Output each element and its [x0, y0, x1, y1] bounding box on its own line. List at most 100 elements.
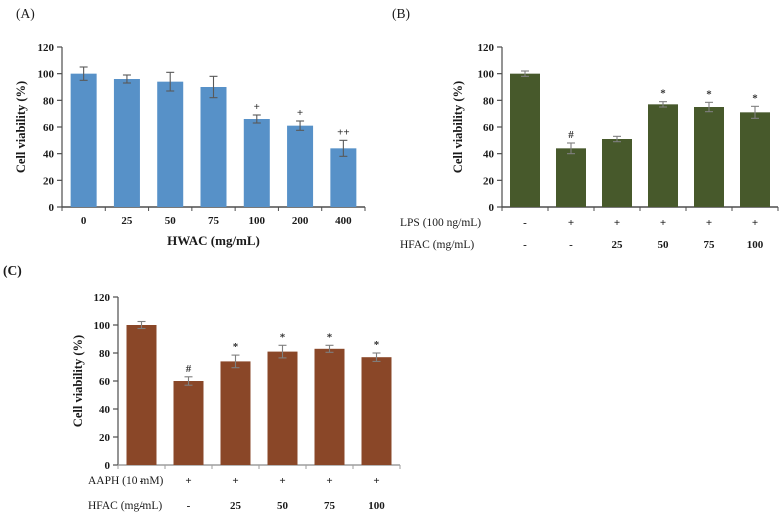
x-category-label: 0 [81, 215, 87, 227]
bar [126, 325, 157, 465]
bar [70, 73, 97, 208]
bar [220, 361, 251, 465]
x-category-label: 400 [335, 215, 352, 227]
panel-B: (B) 0 20 40 60 80 100 120 # * * * LPS (100 ng/mL) - +… [390, 0, 782, 260]
x-category-label: 100 [249, 215, 266, 227]
treatment-row-value: + [706, 217, 712, 229]
treatment-row-value: + [326, 475, 332, 487]
treatment-row-value: + [660, 217, 666, 229]
significance-mark: * [706, 88, 712, 100]
panel-label-C: (C) [3, 263, 22, 278]
bar [602, 139, 632, 207]
treatment-row-value: 25 [230, 500, 242, 512]
treatment-row-label: AAPH (10 mM) [88, 475, 164, 487]
y-tick-label: 120 [38, 42, 55, 54]
y-tick-label: 60 [43, 122, 55, 134]
bar [267, 351, 298, 465]
treatment-row-value: + [614, 217, 620, 229]
significance-mark: # [568, 129, 574, 141]
x-category-label: 200 [292, 215, 309, 227]
treatment-row-value: + [232, 475, 238, 487]
treatment-row-value: 25 [612, 239, 624, 251]
panel-C: (C) 0 20 40 60 80 100 120 # * * * * AAPH (10 mM) - + + +… [0, 260, 410, 519]
significance-mark: * [327, 331, 333, 343]
bar [556, 148, 586, 207]
y-tick-label: 40 [99, 404, 111, 416]
y-tick-label: 120 [478, 42, 495, 54]
treatment-row-value: 75 [704, 239, 716, 251]
treatment-row-label: HFAC (mg/mL) [88, 500, 162, 512]
significance-mark: * [280, 331, 286, 343]
bar [648, 104, 678, 207]
y-tick-label: 0 [489, 202, 495, 214]
treatment-row-value: - [140, 475, 144, 487]
y-tick-label: 80 [99, 348, 111, 360]
y-tick-label: 80 [483, 95, 495, 107]
y-tick-label: 0 [49, 202, 55, 214]
bar [510, 73, 540, 208]
bar [173, 381, 204, 465]
y-tick-label: 20 [483, 175, 495, 187]
significance-mark: + [254, 101, 260, 113]
y-axis-title: Cell viability (%) [71, 335, 85, 427]
treatment-row-value: + [185, 475, 191, 487]
x-category-label: 25 [121, 215, 133, 227]
treatment-row-value: - [523, 217, 527, 229]
y-tick-label: 20 [43, 175, 55, 187]
y-tick-label: 100 [38, 69, 55, 81]
x-axis-title: HWAC (mg/mL) [167, 233, 260, 248]
treatment-row-value: 100 [368, 500, 385, 512]
bar [113, 79, 140, 207]
treatment-row-value: + [752, 217, 758, 229]
y-tick-label: 100 [94, 320, 111, 332]
x-category-label: 50 [165, 215, 177, 227]
treatment-row-label: LPS (100 ng/mL) [400, 217, 481, 229]
treatment-row-value: - [569, 239, 573, 251]
y-tick-label: 20 [99, 432, 111, 444]
bar [157, 81, 184, 207]
bar [287, 125, 314, 207]
significance-mark: + [297, 107, 303, 119]
treatment-row-label: HFAC (mg/mL) [400, 239, 474, 251]
treatment-row-value: - [140, 500, 144, 512]
y-tick-label: 60 [99, 376, 111, 388]
y-axis-title: Cell viability (%) [451, 81, 465, 173]
significance-mark: * [660, 88, 666, 100]
x-category-label: 75 [208, 215, 220, 227]
treatment-row-value: 50 [277, 500, 289, 512]
treatment-row-value: - [523, 239, 527, 251]
significance-mark: # [186, 363, 192, 375]
bar [361, 357, 392, 465]
panel-label-A: (A) [16, 6, 35, 21]
bar [330, 148, 357, 207]
y-tick-label: 40 [43, 149, 55, 161]
significance-mark: * [374, 339, 380, 351]
y-tick-label: 0 [105, 460, 111, 472]
y-tick-label: 100 [478, 69, 495, 81]
treatment-row-value: 75 [324, 500, 336, 512]
panel-A: (A) 0 20 40 60 80 100 120 + + ++ 0 25 50 75 100 200 400 H… [0, 0, 400, 260]
panel-label-B: (B) [392, 6, 410, 21]
bar-chart-B: 0 20 40 60 80 100 120 # * * * LPS (100 ng/mL) - + + + + +… [400, 42, 779, 251]
bar [314, 348, 345, 465]
bar [243, 119, 270, 207]
y-axis-title: Cell viability (%) [14, 81, 28, 173]
significance-mark: ++ [337, 126, 350, 138]
treatment-row-value: + [279, 475, 285, 487]
y-tick-label: 60 [483, 122, 495, 134]
significance-mark: * [233, 341, 239, 353]
treatment-row-value: + [373, 475, 379, 487]
significance-mark: * [752, 92, 758, 104]
y-tick-label: 40 [483, 149, 495, 161]
bar [200, 87, 227, 207]
treatment-row-value: 100 [747, 239, 764, 251]
treatment-row-value: - [187, 500, 191, 512]
y-tick-label: 80 [43, 95, 55, 107]
bar [694, 107, 724, 207]
bar [740, 112, 770, 207]
treatment-row-value: + [568, 217, 574, 229]
y-tick-label: 120 [94, 292, 111, 304]
